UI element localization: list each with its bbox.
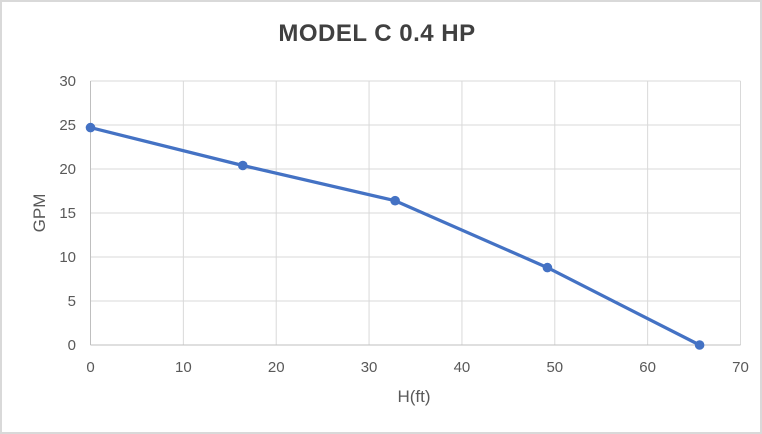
x-tick-label: 40 [454, 359, 471, 376]
x-tick-label: 50 [546, 359, 563, 376]
y-tick-label: 10 [59, 249, 76, 266]
data-point-marker [238, 160, 248, 171]
series-line [88, 125, 702, 347]
y-tick-label: 15 [59, 205, 76, 222]
data-point-marker [542, 262, 553, 273]
data-point-marker [390, 195, 400, 206]
chart-title: MODEL C 0.4 HP [278, 20, 476, 47]
y-tick-label: 30 [59, 73, 76, 90]
x-tick-label: 0 [86, 359, 94, 376]
y-tick-label: 5 [68, 293, 76, 310]
data-point-marker [694, 340, 705, 350]
x-tick-label: 10 [175, 359, 192, 376]
x-tick-label: 60 [639, 359, 656, 376]
x-tick-label: 70 [732, 359, 749, 376]
y-axis-title: GPM [30, 193, 49, 233]
y-tick-label: 25 [59, 117, 76, 134]
data-point-marker [85, 122, 96, 133]
x-tick-label: 20 [268, 359, 285, 376]
x-axis-title: H(ft) [397, 387, 431, 406]
x-tick-label: 30 [361, 359, 378, 376]
y-tick-label: 20 [59, 161, 76, 178]
y-tick-label: 0 [68, 337, 76, 354]
